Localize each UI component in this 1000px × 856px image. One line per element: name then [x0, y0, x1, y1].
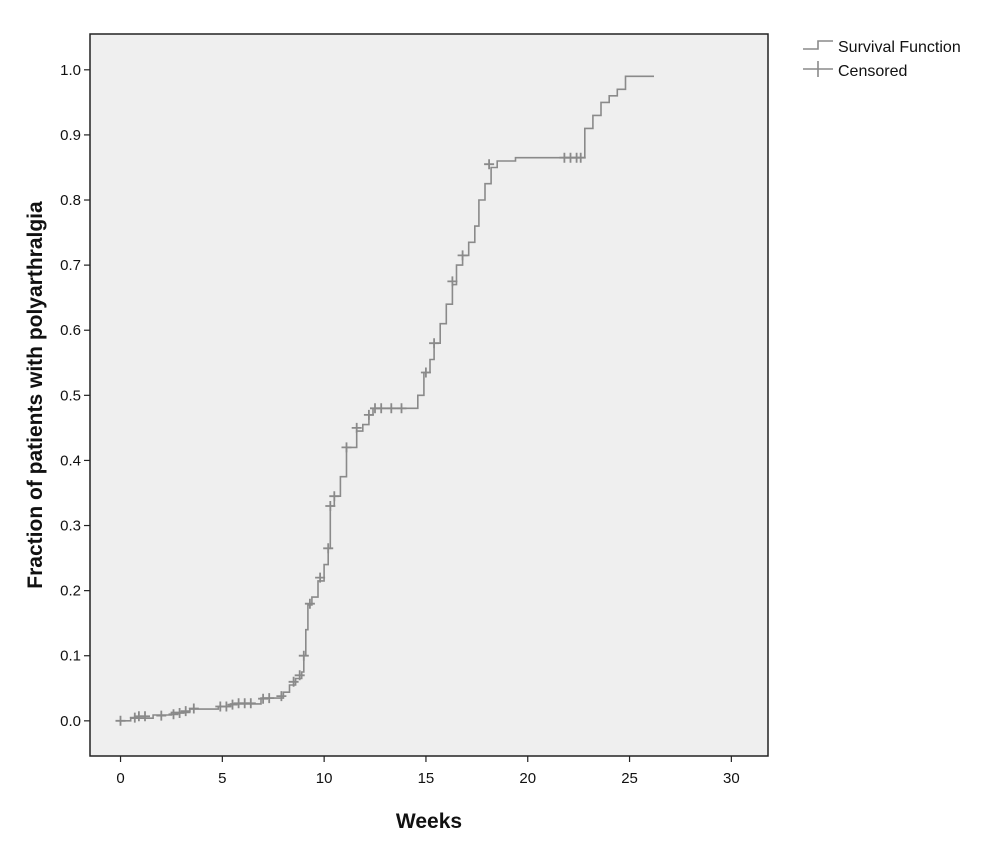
legend: Survival Function Censored	[803, 39, 961, 80]
x-tick-label: 5	[218, 770, 226, 787]
y-tick-label: 0.4	[60, 452, 81, 469]
plot-area	[89, 33, 769, 757]
x-tick-label: 10	[316, 770, 333, 787]
y-tick-label: 0.8	[60, 192, 81, 209]
x-tick-label: 30	[723, 770, 740, 787]
censored-marker	[288, 676, 299, 687]
y-axis: 0.0 0.1 0.2 0.3 0.4 0.5 0.6 0.7 0.8 0.9 1.0	[60, 62, 90, 730]
censored-marker	[323, 543, 334, 554]
censored-marker	[315, 572, 326, 583]
survival-function-line	[120, 75, 654, 722]
survival-function-legend-icon	[803, 40, 833, 50]
censored-markers	[115, 152, 586, 726]
y-tick-label: 0.2	[60, 583, 81, 600]
censored-marker	[484, 159, 495, 170]
censored-marker	[329, 491, 340, 502]
censored-marker	[363, 409, 374, 420]
censored-marker	[180, 706, 191, 717]
censored-marker	[276, 691, 287, 702]
x-tick-label: 20	[519, 770, 536, 787]
censored-marker	[575, 152, 586, 163]
y-tick-label: 0.7	[60, 257, 81, 274]
legend-label-censored: Censored	[838, 63, 907, 80]
y-tick-label: 0.5	[60, 387, 81, 404]
y-tick-label: 1.0	[60, 62, 81, 79]
censored-marker	[156, 710, 167, 721]
censored-marker	[168, 709, 179, 720]
censored-marker	[245, 698, 256, 709]
y-tick-label: 0.9	[60, 127, 81, 144]
y-tick-label: 0.6	[60, 322, 81, 339]
censored-marker	[264, 693, 275, 704]
censored-marker	[429, 338, 440, 349]
x-tick-label: 25	[621, 770, 638, 787]
censored-marker	[396, 403, 407, 414]
x-axis-title: Weeks	[396, 810, 462, 833]
y-tick-label: 0.0	[60, 713, 81, 730]
censored-marker	[188, 703, 199, 714]
legend-label-survival-function: Survival Function	[838, 39, 961, 56]
x-tick-label: 15	[418, 770, 435, 787]
censored-legend-icon	[803, 61, 833, 77]
x-tick-label: 0	[116, 770, 124, 787]
censored-marker	[298, 650, 309, 661]
censored-marker	[174, 708, 185, 718]
censored-marker	[386, 403, 397, 414]
censored-marker	[140, 711, 150, 722]
censored-marker	[221, 701, 232, 712]
censored-marker	[376, 403, 387, 414]
censored-marker	[304, 598, 315, 609]
censored-marker	[325, 501, 336, 511]
censored-marker	[115, 715, 126, 726]
y-tick-label: 0.3	[60, 518, 81, 535]
censored-marker	[351, 422, 362, 433]
censored-marker	[227, 699, 238, 710]
censored-marker	[447, 276, 458, 287]
censored-marker	[341, 442, 352, 453]
y-tick-label: 0.1	[60, 648, 81, 665]
x-axis: 0 5 10 15 20 25 30	[116, 756, 740, 787]
censored-marker	[457, 250, 468, 261]
censored-marker	[420, 367, 431, 378]
y-axis-title: Fraction of patients with polyarthralgia	[24, 201, 47, 589]
censored-marker	[294, 670, 305, 681]
